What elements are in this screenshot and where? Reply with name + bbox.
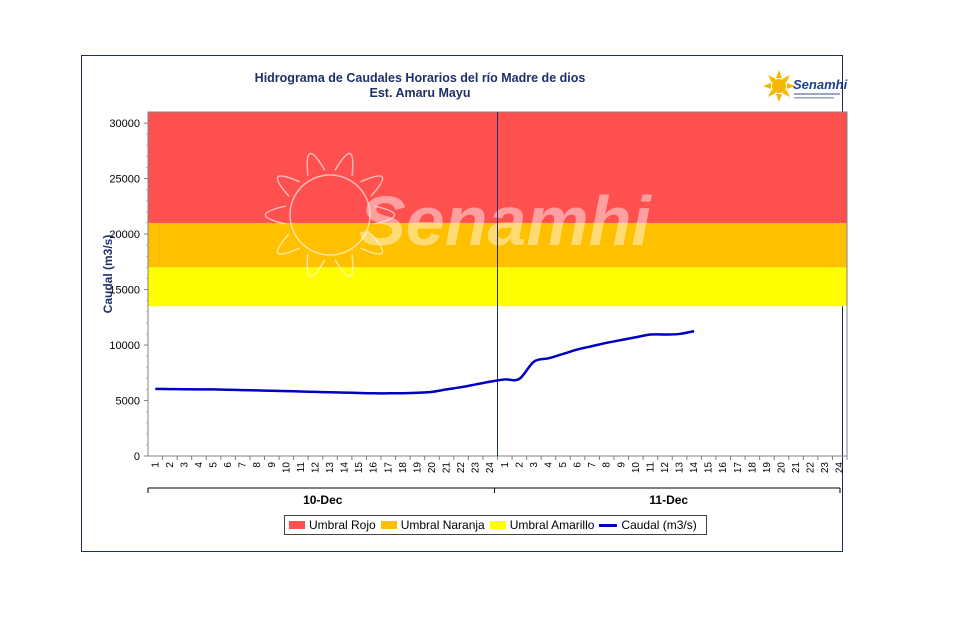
x-tick-label: 19 [412, 462, 423, 474]
legend-item-naranja: Umbral Naranja [380, 518, 485, 532]
x-tick-label: 11 [296, 462, 307, 473]
x-tick-label: 24 [485, 462, 496, 474]
x-tick-label: 18 [747, 462, 758, 474]
x-tick-label: 3 [529, 462, 540, 468]
legend-label-naranja: Umbral Naranja [400, 518, 485, 532]
x-tick-label: 4 [194, 462, 205, 468]
x-tick-label: 23 [471, 462, 482, 474]
y-tick-label: 25000 [109, 174, 140, 186]
x-tick-label: 17 [383, 462, 394, 474]
x-tick-label: 12 [310, 462, 321, 474]
y-tick-label: 10000 [109, 340, 140, 352]
x-tick-label: 18 [398, 462, 409, 474]
legend-item-amarillo: Umbral Amarillo [489, 518, 595, 532]
legend-swatch-caudal [599, 523, 618, 527]
y-tick-label: 15000 [109, 285, 140, 297]
x-tick-label: 17 [733, 462, 744, 474]
x-tick-label: 20 [776, 462, 787, 474]
y-axis-label: Caudal (m3/s) [101, 235, 115, 314]
x-tick-label: 24 [835, 462, 846, 474]
x-tick-label: 21 [791, 462, 802, 474]
x-tick-label: 14 [340, 462, 351, 474]
legend-swatch-amarillo [489, 521, 506, 529]
chart-subtitle: Est. Amaru Mayu [369, 86, 471, 100]
x-tick-label: 1 [150, 462, 161, 468]
legend-item-rojo: Umbral Rojo [289, 518, 376, 532]
y-tick-label: 5000 [116, 396, 140, 408]
x-tick-label: 8 [602, 462, 613, 468]
x-tick-label: 23 [820, 462, 831, 474]
legend-swatch-naranja [380, 521, 397, 529]
day-label: 10-Dec [303, 493, 343, 507]
x-tick-label: 13 [325, 462, 336, 474]
x-tick-label: 20 [427, 462, 438, 474]
x-tick-label: 1 [500, 462, 511, 468]
x-tick-label: 11 [645, 462, 656, 473]
legend: Umbral Rojo Umbral Naranja Umbral Amaril… [284, 515, 707, 535]
x-tick-label: 3 [179, 462, 190, 468]
x-tick-label: 16 [718, 462, 729, 474]
watermark-sun-icon [264, 152, 396, 278]
x-tick-label: 16 [369, 462, 380, 474]
x-tick-label: 5 [558, 462, 569, 468]
logo-text: Senamhi [793, 77, 848, 92]
x-tick-label: 6 [223, 462, 234, 468]
x-tick-label: 22 [806, 462, 817, 474]
day-label: 11-Dec [649, 493, 688, 507]
x-tick-label: 13 [675, 462, 686, 474]
x-tick-label: 7 [587, 462, 598, 468]
chart-title: Hidrograma de Caudales Horarios del río … [200, 71, 640, 101]
x-tick-label: 22 [456, 462, 467, 474]
y-tick-label: 0 [134, 451, 140, 463]
x-tick-label: 9 [267, 462, 278, 468]
legend-label-amarillo: Umbral Amarillo [509, 518, 595, 532]
x-tick-label: 2 [165, 462, 176, 468]
x-tick-label: 9 [616, 462, 627, 468]
y-tick-label: 20000 [109, 229, 140, 241]
x-tick-label: 10 [281, 462, 292, 474]
x-tick-label: 12 [660, 462, 671, 474]
watermark-text: Senamhi [359, 182, 652, 260]
x-tick-label: 5 [209, 462, 220, 468]
x-tick-label: 14 [689, 462, 700, 474]
senamhi-logo-icon [763, 70, 840, 102]
legend-label-caudal: Caudal (m3/s) [621, 518, 697, 532]
legend-swatch-rojo [289, 521, 305, 529]
x-tick-label: 15 [704, 462, 715, 474]
x-tick-label: 6 [573, 462, 584, 468]
x-tick-label: 21 [442, 462, 453, 474]
series-line-caudal [155, 329, 695, 395]
y-tick-label: 30000 [109, 118, 140, 130]
x-tick-label: 2 [514, 462, 525, 468]
x-tick-label: 4 [543, 462, 554, 468]
x-tick-label: 7 [238, 462, 249, 468]
x-tick-label: 10 [631, 462, 642, 474]
x-tick-label: 19 [762, 462, 773, 474]
legend-label-rojo: Umbral Rojo [309, 518, 376, 532]
x-tick-label: 8 [252, 462, 263, 468]
chart-title-line1: Hidrograma de Caudales Horarios del río … [254, 71, 586, 85]
legend-item-caudal: Caudal (m3/s) [599, 518, 697, 532]
x-tick-label: 15 [354, 462, 365, 474]
